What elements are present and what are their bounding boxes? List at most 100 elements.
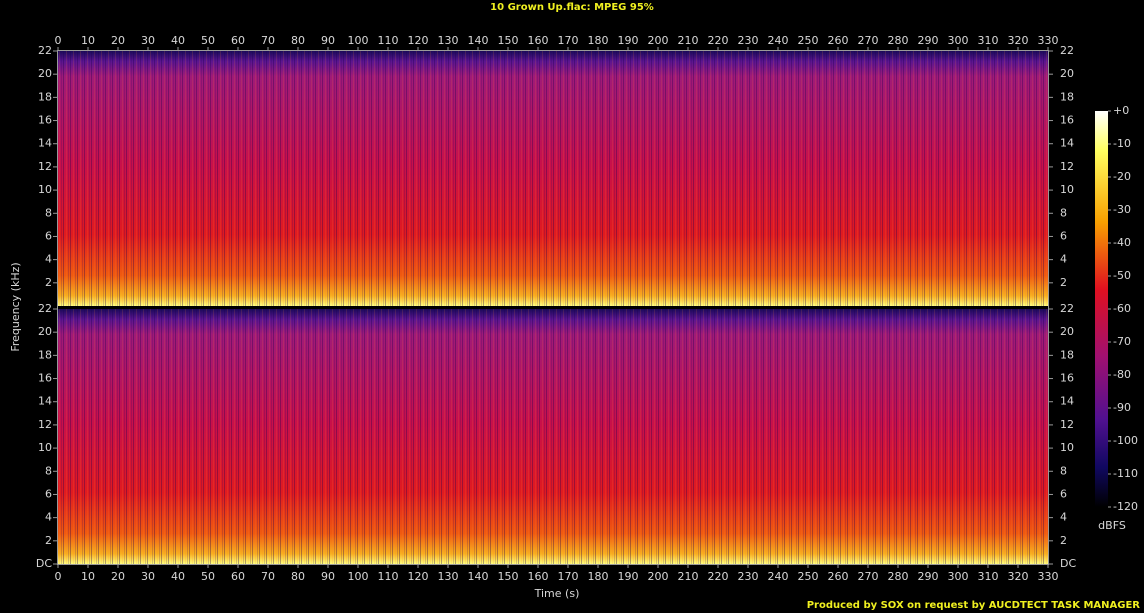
x-tick-label: 70 xyxy=(261,570,275,583)
y-tick-label: 4 xyxy=(45,253,52,266)
colorbar-tick-label: -120 xyxy=(1113,500,1138,513)
x-tick-label: 290 xyxy=(918,34,939,47)
x-tick-label: 330 xyxy=(1038,570,1059,583)
x-tick-label: 70 xyxy=(261,34,275,47)
x-tick-label: 0 xyxy=(55,34,62,47)
y-tick-label: 16 xyxy=(1060,114,1074,127)
y-tick-label: 10 xyxy=(1060,441,1074,454)
x-tick-label: 60 xyxy=(231,570,245,583)
x-tick-label: 270 xyxy=(858,570,879,583)
x-tick-label: 130 xyxy=(438,34,459,47)
x-tick-label: 190 xyxy=(618,34,639,47)
y-tick-label: 22 xyxy=(1060,302,1074,315)
x-tick-label: 40 xyxy=(171,570,185,583)
footer: Produced by SOX on request by AUCDTECT T… xyxy=(807,600,1141,611)
y-tick-label: 4 xyxy=(1060,511,1067,524)
x-tick-label: 90 xyxy=(321,570,335,583)
x-tick-label: 180 xyxy=(588,570,609,583)
y-tick-label: 8 xyxy=(45,206,52,219)
colorbar-tick-label: -90 xyxy=(1113,401,1131,414)
y-axis-label: Frequency (kHz) xyxy=(9,262,22,351)
x-tick-label: 260 xyxy=(828,34,849,47)
y-tick-label: 6 xyxy=(45,487,52,500)
x-tick-label: 230 xyxy=(738,34,759,47)
x-tick-label: 30 xyxy=(141,570,155,583)
y-tick-label: 10 xyxy=(38,183,52,196)
colorbar-tick-label: -70 xyxy=(1113,335,1131,348)
spectrogram-texture xyxy=(58,309,1048,564)
x-tick-label: 80 xyxy=(291,570,305,583)
x-tick-label: 160 xyxy=(528,570,549,583)
x-tick-label: 240 xyxy=(768,570,789,583)
x-axis-label: Time (s) xyxy=(534,587,580,600)
y-tick-label: 20 xyxy=(1060,67,1074,80)
x-tick-label: 110 xyxy=(378,570,399,583)
colorbar-tick-label: -100 xyxy=(1113,434,1138,447)
x-tick-label: 160 xyxy=(528,34,549,47)
x-tick-label: 20 xyxy=(111,570,125,583)
colorbar-tick-label: -50 xyxy=(1113,269,1131,282)
y-tick-label: 22 xyxy=(38,44,52,57)
x-tick-label: 210 xyxy=(678,570,699,583)
x-tick-label: 200 xyxy=(648,34,669,47)
colorbar-label: dBFS xyxy=(1098,519,1126,532)
colorbar-tick-label: +0 xyxy=(1113,104,1129,117)
y-tick-label: 20 xyxy=(1060,325,1074,338)
x-tick-label: 220 xyxy=(708,570,729,583)
x-tick-label: 170 xyxy=(558,570,579,583)
x-tick-label: 10 xyxy=(81,34,95,47)
y-tick-label: 16 xyxy=(38,372,52,385)
x-tick-label: 130 xyxy=(438,570,459,583)
colorbar xyxy=(1095,111,1108,507)
y-tick-label: 18 xyxy=(1060,348,1074,361)
x-tick-label: 280 xyxy=(888,570,909,583)
x-tick-label: 20 xyxy=(111,34,125,47)
x-tick-label: 330 xyxy=(1038,34,1059,47)
y-tick-label: 2 xyxy=(45,534,52,547)
x-tick-label: 300 xyxy=(948,570,969,583)
y-tick-label: 6 xyxy=(1060,229,1067,242)
y-tick-label: 6 xyxy=(45,229,52,242)
x-tick-label: 270 xyxy=(858,34,879,47)
colorbar-tick-label: -80 xyxy=(1113,368,1131,381)
x-tick-label: 170 xyxy=(558,34,579,47)
y-tick-label: 14 xyxy=(1060,395,1074,408)
spectrogram-texture xyxy=(58,51,1048,306)
x-tick-label: 140 xyxy=(468,570,489,583)
y-tick-label: 4 xyxy=(1060,253,1067,266)
y-tick-label: 2 xyxy=(1060,534,1067,547)
y-tick-label: 8 xyxy=(1060,206,1067,219)
y-tick-label: 22 xyxy=(1060,44,1074,57)
x-tick-label: 50 xyxy=(201,34,215,47)
x-tick-label: 100 xyxy=(348,570,369,583)
colorbar-tick-label: -20 xyxy=(1113,170,1131,183)
x-tick-label: 0 xyxy=(55,570,62,583)
y-tick-label: 12 xyxy=(38,418,52,431)
y-tick-label: DC xyxy=(1060,557,1076,570)
x-tick-label: 210 xyxy=(678,34,699,47)
x-tick-label: 310 xyxy=(978,570,999,583)
y-tick-label: 6 xyxy=(1060,487,1067,500)
x-tick-label: 250 xyxy=(798,34,819,47)
y-tick-label: 14 xyxy=(38,395,52,408)
x-tick-label: 190 xyxy=(618,570,639,583)
colorbar-tick-label: -110 xyxy=(1113,467,1138,480)
colorbar-tick-label: -10 xyxy=(1113,137,1131,150)
x-tick-label: 310 xyxy=(978,34,999,47)
x-tick-label: 200 xyxy=(648,570,669,583)
x-tick-label: 80 xyxy=(291,34,305,47)
y-tick-label: 12 xyxy=(1060,418,1074,431)
x-tick-label: 180 xyxy=(588,34,609,47)
y-tick-label: 14 xyxy=(1060,137,1074,150)
colorbar-tick-label: -60 xyxy=(1113,302,1131,315)
y-tick-label: 20 xyxy=(38,67,52,80)
x-tick-label: 40 xyxy=(171,34,185,47)
x-tick-label: 230 xyxy=(738,570,759,583)
x-tick-label: 320 xyxy=(1008,570,1029,583)
y-tick-label: 8 xyxy=(1060,464,1067,477)
x-tick-label: 120 xyxy=(408,34,429,47)
y-tick-label: 22 xyxy=(38,302,52,315)
y-tick-label: 18 xyxy=(1060,90,1074,103)
